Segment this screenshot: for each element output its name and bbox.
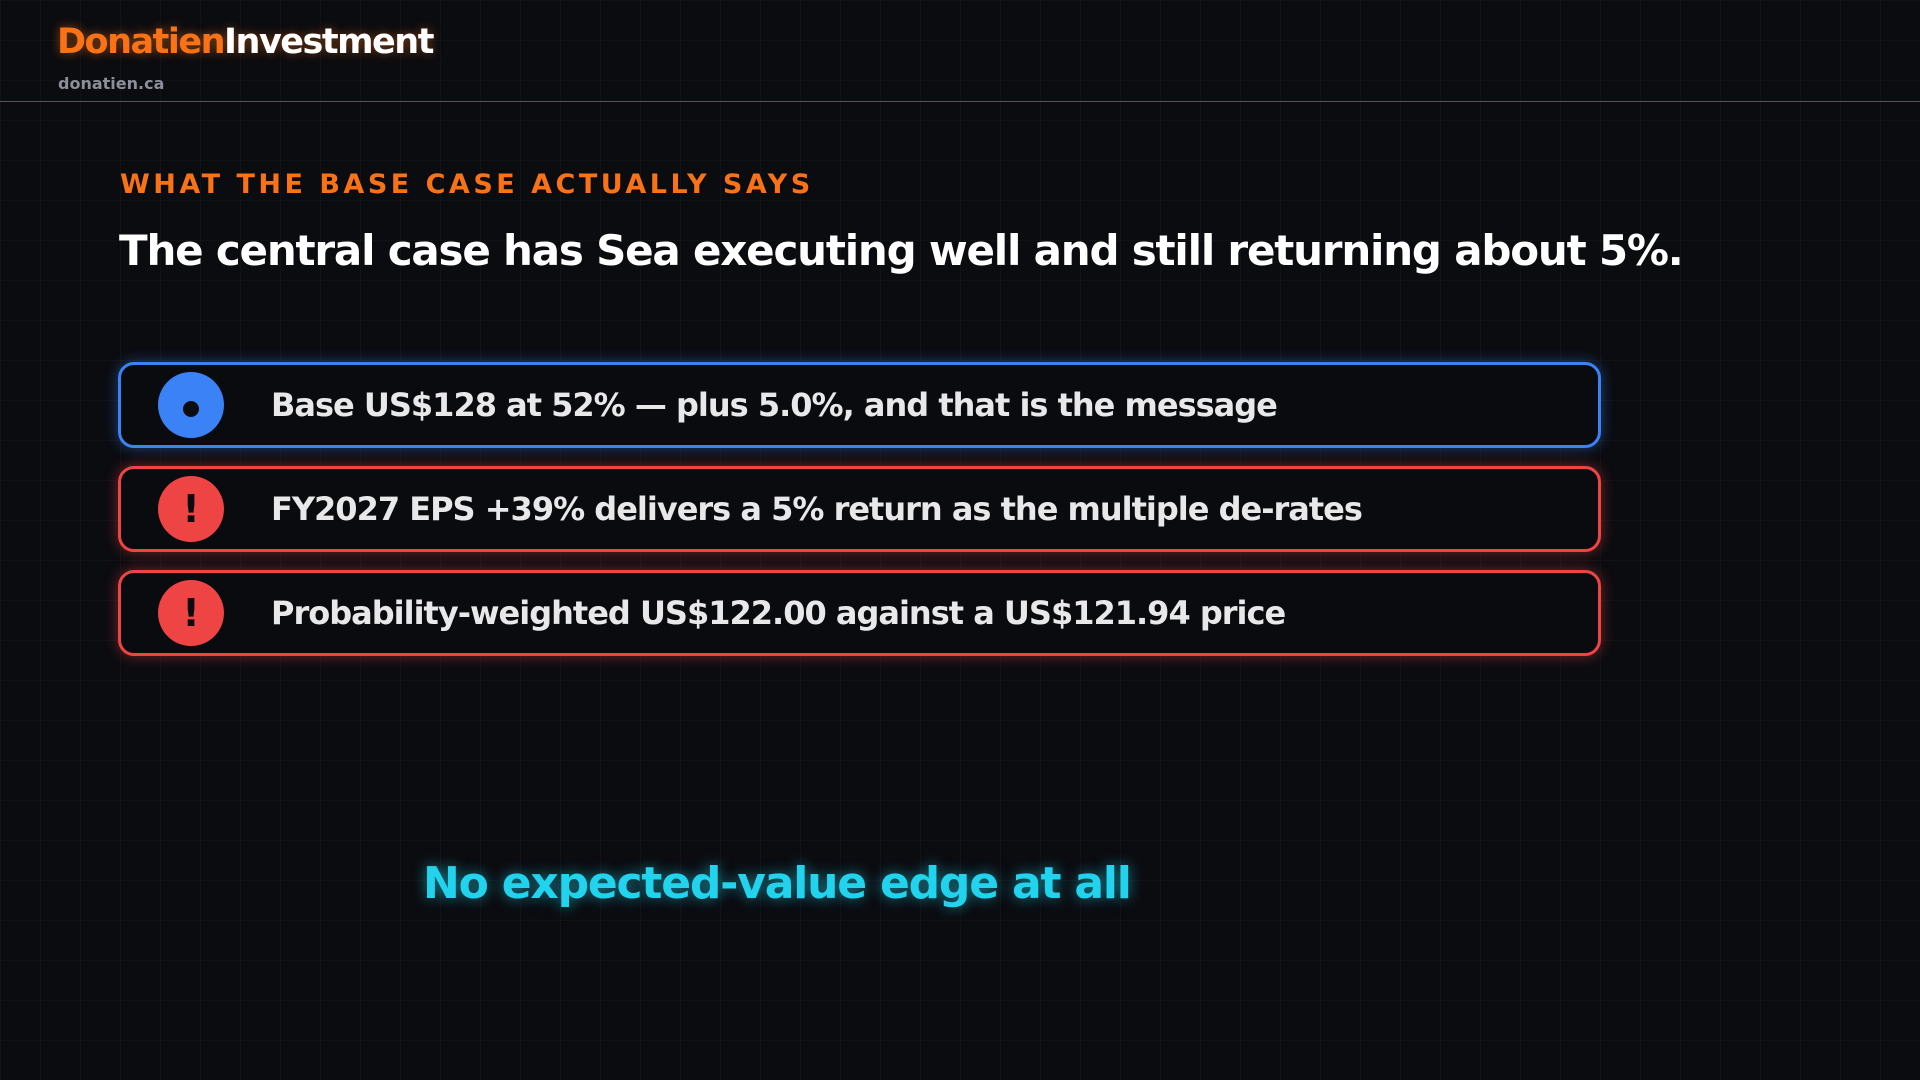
dot-icon-center [183, 400, 199, 417]
exclamation-icon: ! [158, 580, 224, 646]
brand-domain[interactable]: donatien.ca [58, 74, 165, 93]
brand-name-part2: Investment [224, 22, 434, 62]
slide-headline: The central case has Sea executing well … [119, 226, 1684, 275]
point-card-eps: ! FY2027 EPS +39% delivers a 5% return a… [118, 466, 1601, 552]
brand-logo[interactable]: DonatienInvestment [57, 22, 434, 62]
point-text: FY2027 EPS +39% delivers a 5% return as … [271, 490, 1363, 528]
dot-icon [158, 372, 224, 438]
point-card-probability: ! Probability-weighted US$122.00 against… [118, 570, 1601, 656]
header: DonatienInvestment donatien.ca [0, 0, 1920, 102]
exclamation-glyph: ! [182, 591, 200, 635]
section-eyebrow: WHAT THE BASE CASE ACTUALLY SAYS [120, 169, 814, 200]
brand-name-part1: Donatien [57, 22, 226, 62]
point-list: Base US$128 at 52% — plus 5.0%, and that… [118, 362, 1601, 674]
point-text: Base US$128 at 52% — plus 5.0%, and that… [271, 386, 1278, 424]
exclamation-icon: ! [158, 476, 224, 542]
conclusion-text: No expected-value edge at all [423, 858, 1132, 909]
point-card-base: Base US$128 at 52% — plus 5.0%, and that… [118, 362, 1601, 448]
exclamation-glyph: ! [182, 487, 200, 531]
point-text: Probability-weighted US$122.00 against a… [271, 594, 1286, 632]
